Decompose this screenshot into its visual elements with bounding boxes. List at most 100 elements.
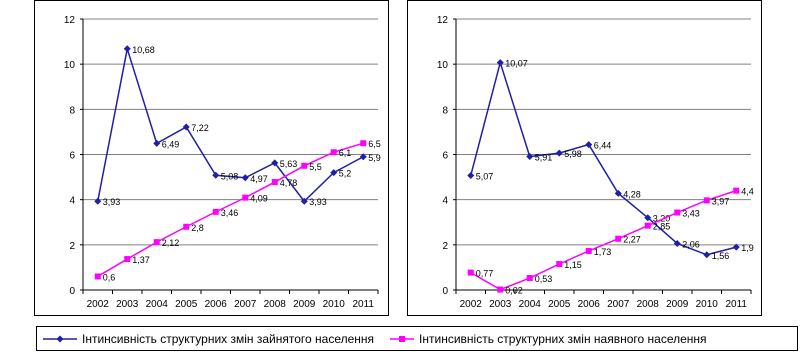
chart-left-plot: 0 2 4 6 8 10 12 2002 2003 2004 2005 2006 2007 2008 200… (64, 15, 381, 310)
left-series-2-data-label: 4,78 (280, 178, 298, 188)
left-xtick-label: 2010 (323, 299, 346, 310)
right-series-2-point (585, 247, 592, 254)
chart-right-plot: 0 2 4 6 8 10 12 2002 2003 2004 2005 2006 2007 2008 200… (437, 15, 754, 310)
right-xtick-label: 2005 (548, 299, 571, 310)
right-series-1-data-label: 2,06 (682, 239, 700, 249)
right-series-2-data-label: 0,02 (505, 286, 523, 296)
right-series-2-point (733, 187, 740, 194)
left-series-1-line (97, 48, 364, 203)
left-series-2-data-label: 6,5 (368, 139, 381, 149)
left-series-1-data-label: 10,68 (132, 45, 155, 55)
right-series-2-data-label: 0,77 (476, 269, 494, 279)
left-series-1-data-label: 3,93 (309, 197, 327, 207)
left-ytick-label: 2 (69, 241, 75, 252)
left-xtick-label: 2007 (234, 299, 257, 310)
chart-right: 0 2 4 6 8 10 12 2002 2003 2004 2005 2006 2007 2008 200… (407, 0, 762, 316)
left-xtick-label: 2003 (116, 299, 139, 310)
left-series-2-point (212, 208, 219, 215)
right-series-1-point (614, 189, 622, 197)
left-xtick-label: 2005 (175, 299, 198, 310)
left-ytick-label: 4 (69, 196, 75, 207)
left-series-1-data-label: 5,08 (221, 171, 239, 181)
right-xtick-label: 2003 (489, 299, 512, 310)
right-ytick-label: 12 (437, 15, 449, 26)
left-series-2-data-label: 6,1 (339, 148, 352, 158)
left-series-1-point (300, 197, 308, 205)
right-ytick-label: 0 (442, 286, 448, 297)
left-series-2-data-label: 0,6 (103, 272, 116, 282)
left-series-1-data-label: 5,63 (280, 159, 298, 169)
right-series-1-point (585, 141, 593, 149)
right-series-2-point (644, 222, 651, 229)
left-series-1-data-label: 4,97 (250, 174, 268, 184)
right-series-2-data-label: 0,53 (535, 274, 553, 284)
right-series-2-point (703, 197, 710, 204)
right-series-1-data-label: 1,9 (741, 243, 754, 253)
right-xtick-label: 2008 (637, 299, 660, 310)
legend: Інтинсивність структурних змін зайнятого… (36, 326, 798, 351)
right-series-1-point (467, 172, 475, 180)
right-series-1-point (703, 251, 711, 259)
right-series-2-data-label: 3,43 (682, 209, 700, 219)
left-series-1-data-label: 3,93 (103, 197, 121, 207)
right-series-2-point (556, 261, 563, 268)
right-ytick-label: 8 (442, 105, 448, 116)
right-xtick-label: 2006 (578, 299, 601, 310)
right-ytick-label: 6 (442, 151, 448, 162)
left-series-2-data-label: 5,5 (309, 162, 322, 172)
left-series-2-point (330, 149, 337, 156)
right-series-1-data-label: 5,07 (476, 172, 494, 182)
right-series-2-point (526, 275, 533, 282)
left-series-1-data-label: 5,9 (368, 153, 381, 163)
left-series-1-point (359, 153, 367, 161)
right-xtick-label: 2010 (696, 299, 719, 310)
right-series-1-point (496, 59, 504, 67)
right-series-2-data-label: 4,4 (741, 187, 754, 197)
left-xtick-label: 2009 (293, 299, 316, 310)
left-series-1-point (94, 197, 102, 205)
right-series-1-data-label: 10,07 (505, 59, 528, 69)
legend-label-present: Інтинсивність структурних змін наявного … (419, 331, 707, 346)
left-series-1-point (330, 169, 338, 177)
legend-marker-employed (43, 335, 77, 342)
left-ytick-label: 6 (69, 151, 75, 162)
left-series-1-point (271, 159, 279, 167)
left-series-2-point (94, 273, 101, 280)
right-series-1-point (555, 149, 563, 157)
right-series-1-data-label: 4,28 (623, 189, 641, 199)
left-ytick-label: 0 (69, 286, 75, 297)
right-ytick-label: 4 (442, 196, 448, 207)
left-series-2-line (97, 142, 364, 278)
left-series-2-point (242, 194, 249, 201)
right-series-1-point (732, 243, 740, 251)
left-series-2-point (271, 179, 278, 186)
right-ytick-label: 2 (442, 241, 448, 252)
right-series-2-line (470, 189, 737, 291)
right-series-2-data-label: 2,27 (623, 235, 641, 245)
left-ytick-label: 10 (64, 60, 76, 71)
left-series-1-point (212, 171, 220, 179)
left-series-1-point (123, 45, 131, 53)
right-series-1-point (673, 239, 681, 247)
left-series-1-data-label: 7,22 (191, 123, 209, 133)
left-series-2-point (360, 140, 367, 147)
left-series-1-point (241, 174, 249, 182)
right-series-1-data-label: 5,98 (564, 149, 582, 159)
right-xtick-label: 2004 (519, 299, 542, 310)
left-series-2-point (183, 223, 190, 230)
left-xtick-label: 2011 (352, 299, 374, 310)
left-series-2-data-label: 4,09 (250, 194, 268, 204)
right-series-1-data-label: 6,44 (594, 141, 612, 151)
legend-label-employed: Інтинсивність структурних змін зайнятого… (82, 331, 375, 346)
right-xtick-label: 2007 (607, 299, 630, 310)
legend-marker-present (390, 335, 415, 342)
right-series-2-point (674, 209, 681, 216)
left-xtick-label: 2006 (205, 299, 228, 310)
left-series-2-data-label: 3,46 (221, 208, 239, 218)
right-series-2-data-label: 2,85 (653, 222, 671, 232)
left-series-1-point (182, 123, 190, 131)
left-series-1-data-label: 5,2 (339, 169, 352, 179)
right-series-1-data-label: 1,56 (712, 251, 730, 261)
chart-left: 0 2 4 6 8 10 12 2002 2003 2004 2005 2006 2007 2008 200… (34, 0, 389, 316)
left-series-1-data-label: 6,49 (162, 139, 180, 149)
